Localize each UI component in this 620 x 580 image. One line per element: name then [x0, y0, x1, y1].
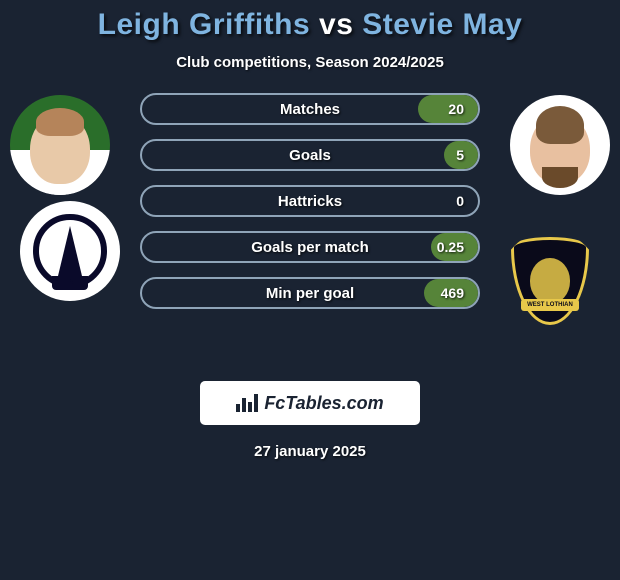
player1-name: Leigh Griffiths — [98, 8, 311, 41]
stat-row-matches: Matches 20 — [140, 93, 480, 125]
club2-text: WEST LOTHIAN — [521, 299, 579, 310]
player2-club-badge: WEST LOTHIAN — [500, 231, 600, 331]
stat-value: 0.25 — [437, 239, 464, 255]
bars-icon — [236, 394, 258, 412]
stat-label: Hattricks — [278, 193, 342, 210]
date-text: 27 january 2025 — [0, 443, 620, 460]
player2-name: Stevie May — [362, 8, 522, 41]
player1-avatar — [10, 95, 110, 195]
stat-label: Min per goal — [266, 285, 354, 302]
stat-value: 469 — [441, 285, 464, 301]
stat-row-mpg: Min per goal 469 — [140, 277, 480, 309]
stats-list: Matches 20 Goals 5 Hattricks 0 Goals per… — [140, 93, 480, 323]
stat-value: 5 — [456, 147, 464, 163]
stat-label: Goals per match — [251, 239, 369, 256]
club1-text: ALKIR — [30, 276, 110, 286]
player2-avatar — [510, 95, 610, 195]
stat-value: 0 — [456, 193, 464, 209]
stat-row-gpm: Goals per match 0.25 — [140, 231, 480, 263]
stat-row-hattricks: Hattricks 0 — [140, 185, 480, 217]
vs-text: vs — [319, 8, 353, 41]
player1-club-badge: ALKIR — [20, 201, 120, 301]
subtitle: Club competitions, Season 2024/2025 — [0, 54, 620, 71]
stat-row-goals: Goals 5 — [140, 139, 480, 171]
brand-box: FcTables.com — [200, 381, 420, 425]
brand-text: FcTables.com — [264, 393, 383, 414]
stat-label: Matches — [280, 101, 340, 118]
main-panel: ALKIR WEST LOTHIAN Matches 20 Goals 5 — [0, 101, 620, 361]
stat-value: 20 — [448, 101, 464, 117]
page-title: Leigh Griffiths vs Stevie May — [0, 8, 620, 42]
stat-label: Goals — [289, 147, 331, 164]
comparison-card: Leigh Griffiths vs Stevie May Club compe… — [0, 0, 620, 460]
